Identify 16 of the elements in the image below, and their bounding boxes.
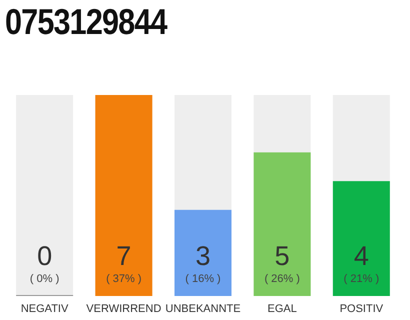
data-label: 7 <box>116 241 132 271</box>
chart-title: 0753129844 <box>5 0 167 44</box>
x-tick-label: POSITIV <box>340 303 384 315</box>
x-tick-label: NEGATIV <box>20 303 69 315</box>
annotation: ( 37% ) <box>106 273 142 285</box>
data-label: 0 <box>37 241 52 271</box>
data-label: 5 <box>274 241 290 271</box>
data-label: 3 <box>195 241 211 271</box>
data-label: 4 <box>354 241 369 271</box>
annotation: ( 21% ) <box>344 273 380 285</box>
x-tick-label: UNBEKANNTE <box>165 303 241 315</box>
annotation: ( 0% ) <box>30 273 60 285</box>
annotation: ( 16% ) <box>185 273 221 285</box>
x-tick-label: VERWIRREND <box>86 303 162 315</box>
annotation: ( 26% ) <box>264 273 300 285</box>
x-tick-label: EGAL <box>268 303 297 315</box>
